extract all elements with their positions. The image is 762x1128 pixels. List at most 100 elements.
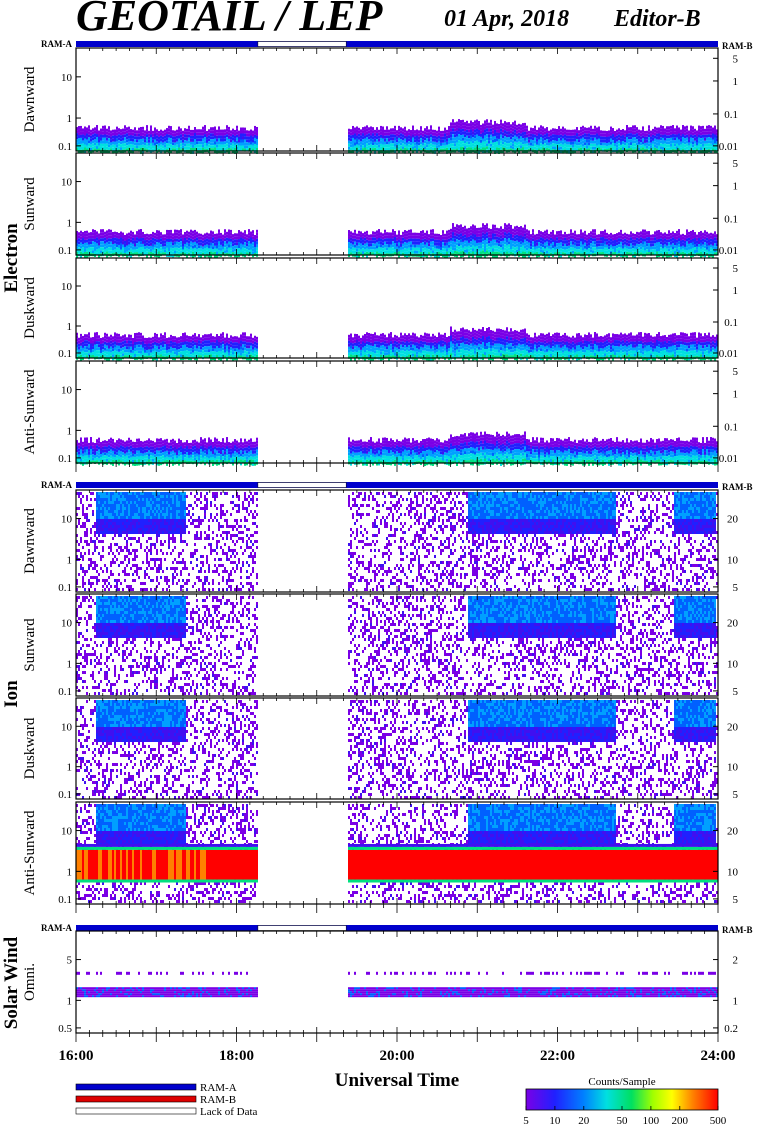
colorbar-tick-label: 100 [643,1115,660,1127]
ram-bar [76,925,718,931]
spectrogram-panels: Dawnward 10 1 0.1 5 1 0.1 0.01 Sunward 10 1 0.1 5 1 0.… [22,48,739,1042]
y-tick-label-left: 10 [61,618,73,630]
time-axis: 16:00 18:00 20:00 22:00 24:00 [59,1048,736,1064]
y-tick-label-right: 1 [733,285,739,297]
y-tick-label-left: 1 [67,113,73,125]
panel-label: Anti-Sunward [22,369,38,454]
legend-lack-label: Lack of Data [200,1106,258,1118]
y-tick-label-right: 0.01 [719,348,738,360]
panel-label: Duskward [22,717,38,779]
y-tick-label-left: 1 [67,995,73,1007]
y-tick-label-left: 0.1 [58,686,72,698]
panel-label: Dawnward [22,508,38,574]
group-label-ion: Ion [1,680,22,708]
x-axis-title: Universal Time [335,1070,459,1091]
spectrogram-cells [76,804,718,903]
ram-label-left: RAM-A [41,39,72,49]
panel-electron-sunward: Sunward 10 1 0.1 5 1 0.1 0.01 [22,153,739,258]
y-tick-label-left: 0.1 [58,141,72,153]
spectrogram-cells [76,700,718,799]
x-tick-label: 18:00 [219,1048,254,1064]
ram-label-left: RAM-A [41,480,72,490]
x-tick-label: 24:00 [701,1048,736,1064]
y-tick-label-left: 1 [67,658,73,670]
legend-ram-a-label: RAM-A [200,1082,237,1094]
y-tick-label-right: 0.1 [724,317,738,329]
colorbar-tick-label: 50 [617,1115,629,1127]
ram-label-right: RAM-B [722,41,753,51]
panel-electron-dawnward: Dawnward 10 1 0.1 5 1 0.1 0.01 [22,48,739,154]
y-tick-label-left: 0.1 [58,894,72,906]
y-tick-label-left: 1 [67,217,73,229]
y-tick-label-right: 5 [733,53,739,65]
y-tick-label-right: 0.1 [724,213,738,225]
ram-bar [76,41,718,47]
y-tick-label-right: 5 [733,158,739,170]
ram-label-left: RAM-A [41,923,72,933]
y-tick-label-right: 5 [733,894,739,906]
figure-date: 01 Apr, 2018 [444,6,569,32]
y-tick-label-left: 0.1 [58,453,72,465]
panel-label: Sunward [22,177,38,231]
figure-editor: Editor-B [613,6,701,32]
y-tick-label-left: 10 [61,281,73,293]
colorbar: Counts/Sample 5 10 20 50 100 200 500 [523,1076,727,1127]
y-tick-label-right: 10 [727,658,739,670]
y-tick-label-left: 10 [61,72,73,84]
y-tick-label-right: 0.1 [724,421,738,433]
colorbar-title: Counts/Sample [588,1076,655,1088]
y-tick-label-left: 0.1 [58,245,72,257]
ram-label-right: RAM-B [722,482,753,492]
y-tick-label-right: 10 [727,866,739,878]
colorbar-tick-label: 10 [549,1115,561,1127]
panel-label: Sunward [22,618,38,672]
x-tick-label: 20:00 [380,1048,415,1064]
colorbar-tick-label: 200 [672,1115,689,1127]
legend-lack-swatch [76,1108,196,1114]
y-tick-label-right: 0.1 [724,109,738,121]
y-tick-label-right: 10 [727,762,739,774]
y-tick-label-right: 0.2 [724,1023,738,1035]
panel-label: Dawnward [22,66,38,132]
legend-ram-b-label: RAM-B [200,1094,236,1106]
y-tick-label-right: 20 [727,618,739,630]
y-tick-label-left: 0.1 [58,348,72,360]
colorbar-tick-label: 500 [710,1115,727,1127]
y-tick-label-right: 5 [733,582,739,594]
y-tick-label-right: 10 [727,554,739,566]
y-tick-label-right: 0.01 [719,141,738,153]
y-tick-label-right: 1 [733,181,739,193]
group-label-solar-wind: Solar Wind [1,936,22,1029]
y-tick-label-right: 0.01 [719,453,738,465]
colorbar-tick-label: 5 [523,1115,529,1127]
ram-bar-gap [258,42,346,47]
y-tick-label-right: 5 [733,789,739,801]
y-tick-label-left: 1 [67,866,73,878]
y-tick-label-right: 20 [727,826,739,838]
y-tick-label-left: 0.1 [58,789,72,801]
legend-ram-b-swatch [76,1096,196,1102]
x-tick-label: 22:00 [540,1048,575,1064]
y-tick-label-right: 0.01 [719,245,738,257]
colorbar-tick-label: 20 [578,1115,590,1127]
y-tick-label-right: 5 [733,366,739,378]
spectrogram-cells [76,596,718,695]
y-tick-label-left: 0.1 [58,582,72,594]
ram-legend: RAM-A RAM-B Lack of Data [76,1082,258,1118]
y-tick-label-right: 5 [733,263,739,275]
y-tick-label-right: 1 [733,76,739,88]
y-tick-label-left: 10 [61,177,73,189]
y-tick-label-right: 1 [733,389,739,401]
y-tick-label-left: 5 [67,955,73,967]
y-tick-label-left: 1 [67,554,73,566]
panel-electron-duskward: Duskward 10 1 0.1 5 1 0.1 0.01 [22,258,739,361]
y-tick-label-left: 1 [67,321,73,333]
panel-label: Duskward [22,277,38,339]
panel-label: Omni. [22,963,38,1001]
ram-bar-gap [258,483,346,488]
